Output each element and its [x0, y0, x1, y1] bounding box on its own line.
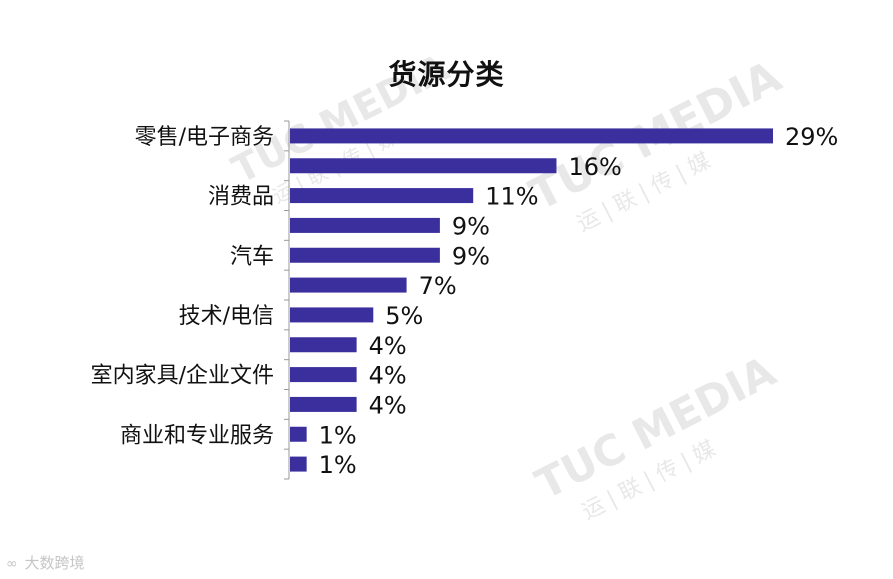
- value-label: 9%: [452, 242, 490, 270]
- bar: [290, 128, 773, 144]
- bar: [290, 277, 407, 293]
- bars: [290, 128, 773, 472]
- bar: [290, 456, 307, 472]
- bar: [290, 247, 440, 263]
- chart-title: 货源分类: [388, 58, 505, 91]
- category-label: 商业和专业服务: [120, 423, 274, 448]
- value-labels: 29%16%11%9%9%7%5%4%4%4%1%1%: [319, 123, 839, 479]
- value-label: 11%: [485, 183, 538, 211]
- value-label: 4%: [369, 391, 407, 419]
- bar: [290, 337, 357, 353]
- value-label: 5%: [385, 302, 423, 330]
- bar: [290, 188, 474, 204]
- value-label: 4%: [369, 332, 407, 360]
- source-logo: ∞ 大数跨境: [6, 552, 84, 573]
- value-label: 1%: [319, 451, 357, 479]
- bar: [290, 426, 307, 442]
- logo-text: 大数跨境: [24, 554, 85, 572]
- category-label: 零售/电子商务: [135, 125, 274, 150]
- value-label: 7%: [419, 272, 457, 300]
- category-label: 室内家具/企业文件: [91, 364, 274, 389]
- value-label: 16%: [568, 153, 621, 181]
- y-axis: [284, 120, 290, 480]
- category-label: 汽车: [230, 244, 274, 269]
- category-label: 技术/电信: [179, 304, 274, 329]
- bar: [290, 396, 357, 412]
- logo-icon: ∞: [6, 556, 18, 572]
- bar: [290, 307, 374, 323]
- value-label: 29%: [785, 123, 838, 151]
- value-label: 1%: [319, 421, 357, 449]
- bar: [290, 158, 557, 174]
- value-label: 9%: [452, 212, 490, 240]
- category-label: 消费品: [208, 185, 274, 210]
- bar: [290, 217, 440, 233]
- bar: [290, 367, 357, 383]
- value-label: 4%: [369, 362, 407, 390]
